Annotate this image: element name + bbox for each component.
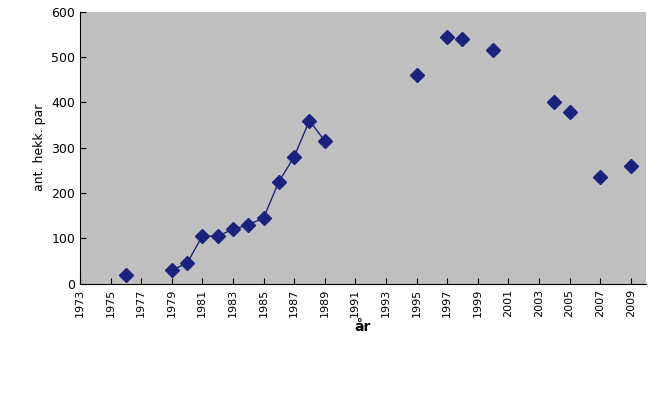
Y-axis label: ant. hekk. par: ant. hekk. par [33, 104, 45, 191]
X-axis label: år: år [355, 320, 371, 334]
